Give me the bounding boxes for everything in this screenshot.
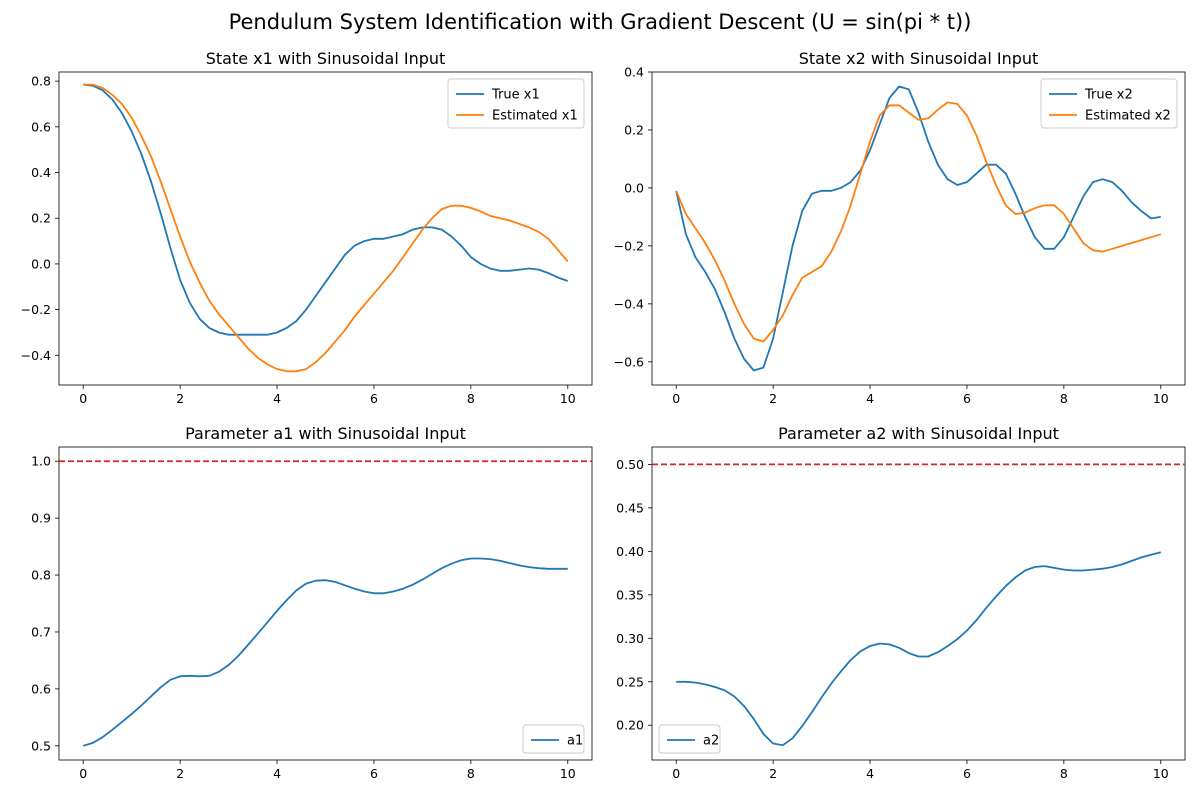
chart-a2: Parameter a2 with Sinusoidal Input 0 2 4 6 8 1… xyxy=(616,424,1186,781)
figure-title: Pendulum System Identification with Grad… xyxy=(228,10,972,34)
legend-label: Estimated x1 xyxy=(492,109,578,124)
y-tick-label: 0.6 xyxy=(31,681,51,696)
x-tick-label: 6 xyxy=(963,391,971,406)
series-line-a2 xyxy=(676,551,1162,747)
legend-label: Estimated x2 xyxy=(1085,109,1171,124)
y-tick-label: 0.0 xyxy=(624,180,644,195)
y-tick-label: −0.2 xyxy=(21,302,51,317)
y-tick-label: 0.9 xyxy=(31,511,51,526)
y-tick-label: 0.0 xyxy=(31,256,51,271)
legend-label: True x2 xyxy=(1084,88,1133,103)
chart-title: State x2 with Sinusoidal Input xyxy=(799,49,1039,68)
chart-title: State x1 with Sinusoidal Input xyxy=(206,49,446,68)
x-tick-label: 2 xyxy=(769,766,777,781)
y-tick-label: 0.5 xyxy=(31,738,51,753)
y-tick-label: 0.6 xyxy=(31,119,51,134)
x-tick-label: 4 xyxy=(273,766,281,781)
x-tick-label: 4 xyxy=(866,391,874,406)
x-tick-label: 8 xyxy=(467,766,475,781)
y-tick-label: 0.20 xyxy=(616,718,644,733)
y-tick-label: 1.0 xyxy=(31,454,51,469)
series-line-a1 xyxy=(82,557,568,747)
y-tick-label: −0.6 xyxy=(614,354,644,369)
chart-title: Parameter a2 with Sinusoidal Input xyxy=(778,424,1059,443)
y-tick-label: 0.4 xyxy=(31,165,51,180)
x-tick-label: 8 xyxy=(1060,391,1068,406)
legend-box xyxy=(658,724,721,754)
y-tick-label: 0.40 xyxy=(616,544,644,559)
y-tick-label: 0.7 xyxy=(31,624,51,639)
y-tick-label: 0.45 xyxy=(616,500,644,515)
legend-label: a2 xyxy=(703,734,719,749)
y-tick-label: −0.4 xyxy=(21,348,51,363)
legend-box xyxy=(522,724,585,754)
x-tick-label: 0 xyxy=(672,766,680,781)
x-tick-label: 4 xyxy=(273,391,281,406)
x-tick-label: 6 xyxy=(370,766,378,781)
y-tick-label: −0.4 xyxy=(614,296,644,311)
y-tick-label: 0.2 xyxy=(31,211,51,226)
y-tick-label: 0.8 xyxy=(31,74,51,89)
y-tick-label: 0.35 xyxy=(616,587,644,602)
chart-a1: Parameter a1 with Sinusoidal Input 0 2 4 6 8 1… xyxy=(31,424,593,781)
x-tick-label: 0 xyxy=(79,766,87,781)
series-line-true-x1 xyxy=(83,83,569,336)
legend-label: True x1 xyxy=(491,88,540,103)
chart-title: Parameter a1 with Sinusoidal Input xyxy=(185,424,466,443)
x-tick-label: 10 xyxy=(1153,391,1169,406)
x-tick-label: 8 xyxy=(1060,766,1068,781)
x-tick-label: 8 xyxy=(467,391,475,406)
x-tick-label: 10 xyxy=(560,766,576,781)
x-tick-label: 6 xyxy=(370,391,378,406)
legend: a2 xyxy=(658,724,721,754)
x-tick-label: 6 xyxy=(963,766,971,781)
axes-frame xyxy=(58,446,593,761)
y-tick-label: 0.50 xyxy=(616,457,644,472)
chart-x2: State x2 with Sinusoidal Input 0 2 4 6 8 10 −0.… xyxy=(614,49,1186,406)
x-tick-label: 0 xyxy=(672,391,680,406)
x-tick-label: 2 xyxy=(176,766,184,781)
series-line-true-x2 xyxy=(675,85,1161,372)
y-tick-label: 0.25 xyxy=(616,674,644,689)
y-tick-label: 0.4 xyxy=(624,65,644,80)
series-line-estimated-x2 xyxy=(675,101,1162,343)
y-tick-label: 0.8 xyxy=(31,568,51,583)
x-tick-label: 4 xyxy=(866,766,874,781)
legend: True x1 Estimated x1 xyxy=(447,78,585,129)
y-tick-label: −0.2 xyxy=(614,238,644,253)
y-tick-label: 0.30 xyxy=(616,631,644,646)
y-tick-label: 0.2 xyxy=(624,122,644,137)
series-line-estimated-x1 xyxy=(83,83,569,373)
legend: a1 xyxy=(522,724,585,754)
x-tick-label: 10 xyxy=(560,391,576,406)
x-tick-label: 0 xyxy=(79,391,87,406)
x-tick-label: 2 xyxy=(769,391,777,406)
axes-frame xyxy=(651,446,1186,761)
chart-x1: State x1 with Sinusoidal Input 0 2 4 6 8 10 −0.… xyxy=(21,49,593,406)
x-tick-label: 2 xyxy=(176,391,184,406)
x-tick-label: 10 xyxy=(1153,766,1169,781)
legend: True x2 Estimated x2 xyxy=(1040,78,1178,129)
legend-label: a1 xyxy=(567,734,583,749)
